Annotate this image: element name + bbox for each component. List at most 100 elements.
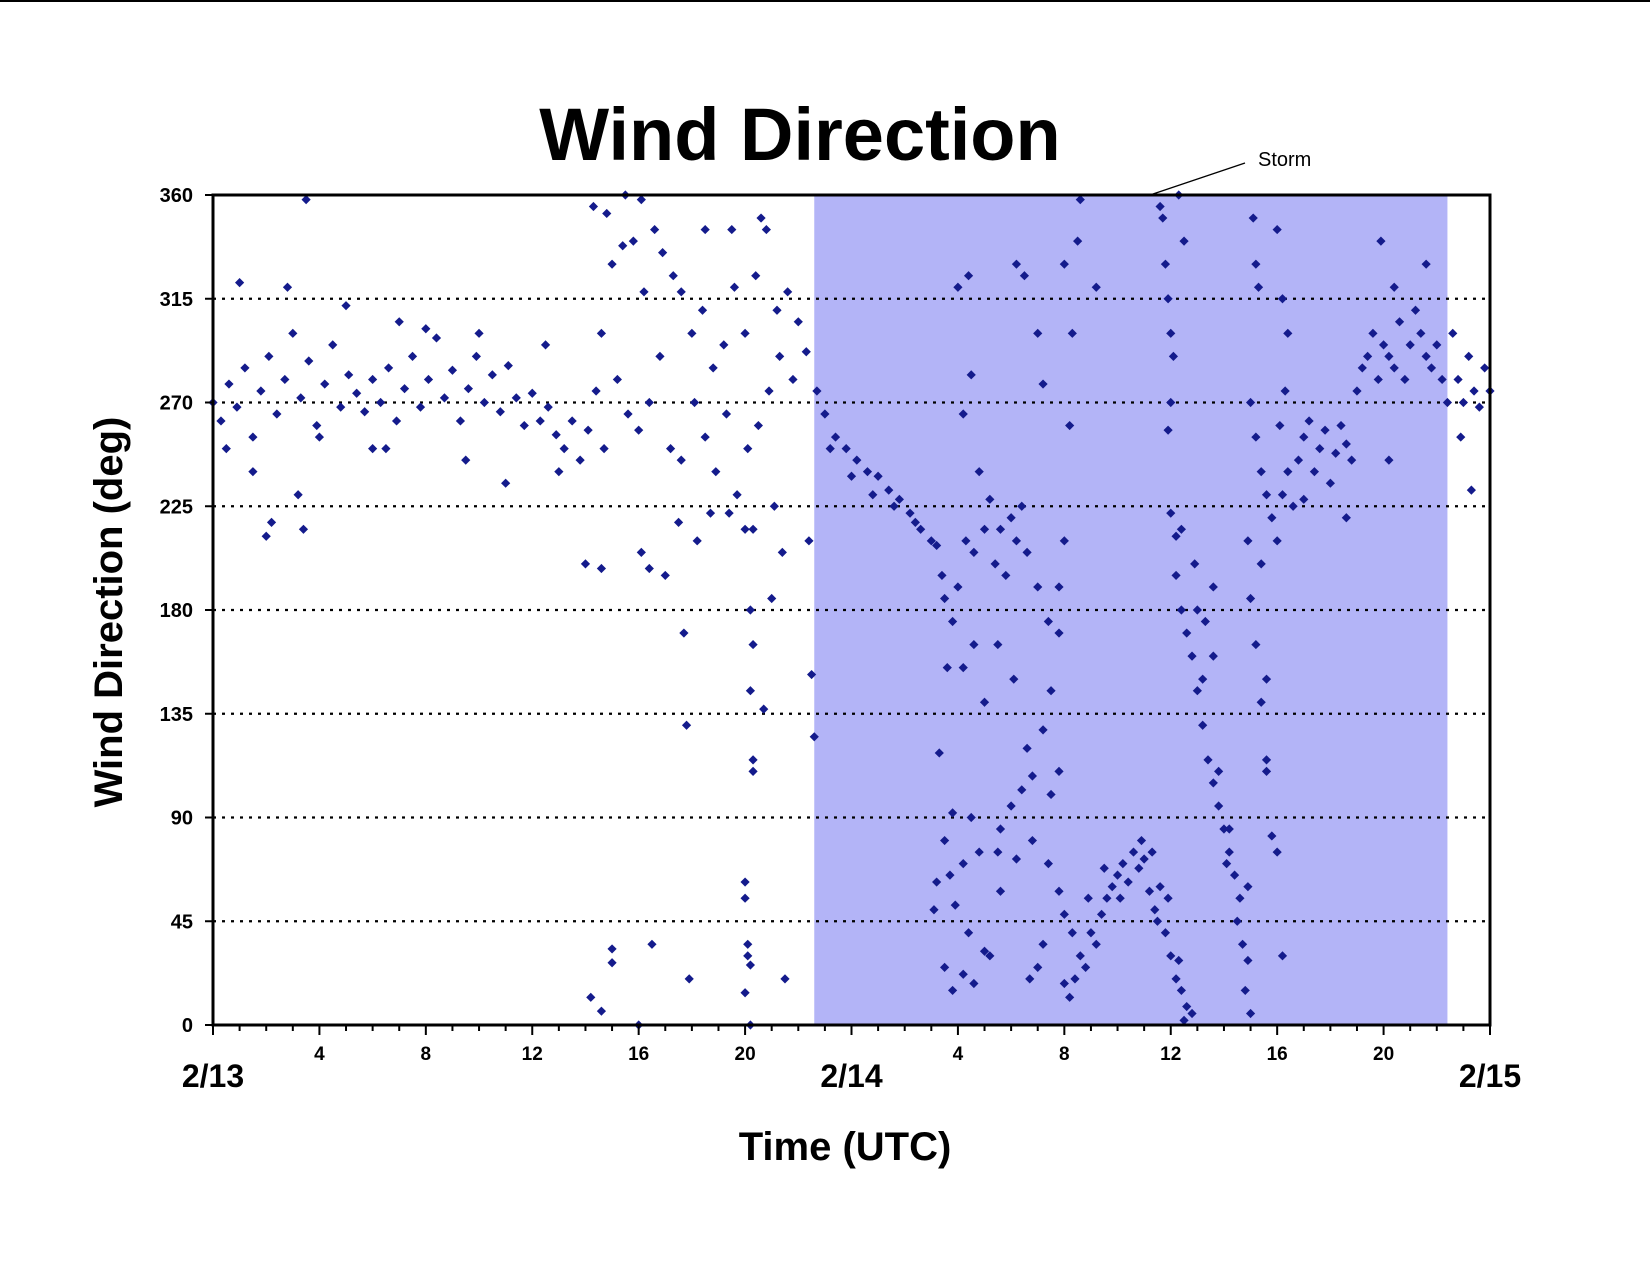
data-point-71 <box>602 208 612 219</box>
data-point-336 <box>1309 467 1320 477</box>
data-point-249 <box>1107 882 1117 892</box>
data-point-378 <box>1251 259 1261 269</box>
data-point-349 <box>1378 340 1389 350</box>
data-point-155 <box>812 386 822 396</box>
data-point-293 <box>1166 508 1176 518</box>
x-tick-label: 16 <box>1267 1044 1288 1065</box>
data-point-236 <box>1025 974 1035 984</box>
data-point-377 <box>1376 236 1386 246</box>
data-point-115 <box>580 559 591 569</box>
data-point-354 <box>1405 340 1415 350</box>
data-point-94 <box>623 409 633 419</box>
data-point-335 <box>1304 416 1314 426</box>
data-point-194 <box>979 697 990 707</box>
x-tick-label: 20 <box>1373 1044 1394 1065</box>
data-point-38 <box>511 393 521 403</box>
data-point-226 <box>1027 771 1038 781</box>
data-point-224 <box>1017 785 1027 795</box>
data-point-67 <box>221 444 231 454</box>
data-point-312 <box>1200 616 1210 627</box>
data-point-290 <box>1168 351 1179 361</box>
data-point-225 <box>1022 743 1032 753</box>
data-point-297 <box>1176 524 1186 534</box>
data-point-122 <box>705 508 716 518</box>
data-point-23 <box>391 416 402 426</box>
data-point-308 <box>1224 847 1234 857</box>
data-point-247 <box>1096 909 1107 919</box>
data-point-29 <box>439 393 450 403</box>
data-point-346 <box>1363 351 1373 361</box>
data-point-393 <box>1256 559 1266 569</box>
data-point-10 <box>288 328 298 338</box>
data-point-90 <box>793 317 803 327</box>
data-point-257 <box>1150 905 1160 915</box>
data-point-345 <box>1357 363 1367 373</box>
data-point-338 <box>1320 425 1330 435</box>
data-point-314 <box>1214 766 1224 776</box>
data-point-222 <box>995 824 1006 834</box>
data-point-9 <box>280 374 290 385</box>
data-point-36 <box>495 407 505 417</box>
data-point-390 <box>1272 847 1282 857</box>
data-point-321 <box>1190 559 1200 569</box>
data-point-152 <box>740 988 750 998</box>
data-point-296 <box>1179 236 1189 246</box>
data-point-41 <box>535 416 545 426</box>
x-tick-label: 20 <box>735 1044 756 1065</box>
y-axis-title: Wind Direction (deg) <box>87 417 131 808</box>
data-point-166 <box>926 536 936 546</box>
data-point-242 <box>1070 974 1080 984</box>
x-tick-label: 4 <box>953 1044 964 1065</box>
data-point-65 <box>314 432 325 442</box>
x-tick-label: 12 <box>1160 1044 1181 1065</box>
data-point-148 <box>740 893 750 903</box>
data-point-83 <box>719 340 729 350</box>
data-point-256 <box>1144 886 1155 896</box>
data-point-179 <box>979 524 990 534</box>
y-tick-labels: 0 45 90 135 180 225 270 315 360 <box>160 185 193 1037</box>
data-point-267 <box>1136 835 1147 846</box>
data-point-119 <box>660 570 670 581</box>
x-tick-label: 8 <box>1059 1044 1070 1065</box>
data-point-80 <box>687 328 697 338</box>
data-point-229 <box>1054 766 1064 776</box>
data-point-96 <box>644 397 654 408</box>
data-point-181 <box>1001 570 1011 581</box>
data-point-360 <box>1437 374 1447 385</box>
data-point-214 <box>966 812 976 823</box>
data-point-276 <box>1054 628 1064 638</box>
data-point-306 <box>1214 801 1224 811</box>
data-point-287 <box>1160 259 1171 269</box>
data-point-382 <box>1277 294 1288 304</box>
data-point-379 <box>1253 282 1264 292</box>
data-point-210 <box>945 870 955 880</box>
data-point-250 <box>1112 870 1123 880</box>
data-point-108 <box>775 351 785 361</box>
data-point-169 <box>868 490 878 500</box>
data-point-273 <box>1179 1015 1189 1025</box>
data-point-92 <box>596 328 607 338</box>
data-point-386 <box>1251 639 1261 650</box>
data-point-138 <box>748 766 758 776</box>
data-point-183 <box>1022 547 1032 557</box>
data-point-310 <box>1235 893 1245 903</box>
data-point-260 <box>1166 951 1176 961</box>
data-point-351 <box>1389 363 1399 373</box>
data-point-142 <box>607 944 617 954</box>
data-point-113 <box>727 224 737 235</box>
data-point-383 <box>1283 328 1293 338</box>
x-tick-label: 16 <box>628 1044 649 1065</box>
data-point-323 <box>1198 674 1208 684</box>
y-tick-label-0: 0 <box>182 1015 193 1037</box>
data-point-263 <box>1182 1001 1192 1012</box>
data-point-95 <box>634 425 644 435</box>
data-point-101 <box>700 432 710 442</box>
data-point-228 <box>1046 789 1056 800</box>
data-point-44 <box>559 444 569 454</box>
data-point-123 <box>724 508 734 518</box>
data-point-238 <box>985 951 995 961</box>
data-point-120 <box>673 517 684 527</box>
data-point-277 <box>1059 536 1069 546</box>
data-point-248 <box>1102 893 1112 903</box>
data-point-196 <box>1009 674 1019 684</box>
